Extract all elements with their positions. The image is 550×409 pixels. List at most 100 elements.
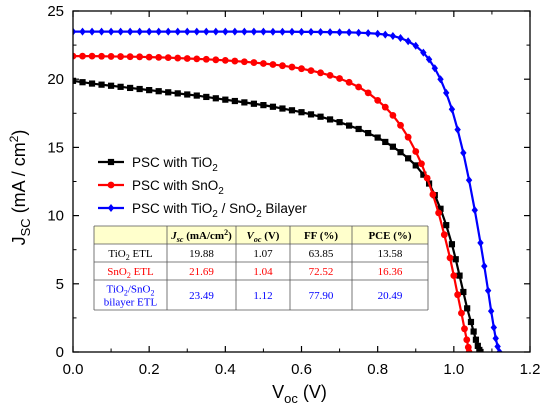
data-point [117,27,124,36]
data-point [397,149,404,156]
data-point [450,272,458,280]
data-point [193,27,200,36]
table-row-label: SnO2 ETL [107,266,154,280]
data-point [425,55,433,64]
data-point [484,286,492,295]
data-point [465,348,473,352]
data-point [420,171,427,178]
data-point [221,56,229,64]
data-point [212,27,220,36]
data-point [136,85,143,93]
table-header-cell: Jsc (mA/cm2) [170,228,232,244]
data-point [73,27,77,36]
table-header-bg [94,226,428,244]
data-point [460,288,467,296]
data-point [307,67,315,75]
data-point [477,348,484,352]
x-axis-label: Voc (V) [272,382,327,406]
legend-item-2: PSC with SnO2 [98,178,224,197]
data-point [88,80,96,87]
y-tick-label: 10 [47,208,64,225]
data-point [260,60,267,67]
data-point [260,102,267,109]
data-point [240,58,248,66]
data-point [389,143,396,150]
data-point [448,105,456,114]
data-point [98,81,105,88]
data-point [212,56,220,64]
data-point [474,342,481,349]
table-cell-value: 1.12 [253,290,272,302]
data-point [184,27,191,36]
x-tick-label: 0.0 [63,361,84,378]
data-point [397,34,404,43]
data-point [454,291,462,299]
data-point [364,89,372,97]
data-point [88,27,96,36]
data-point [326,71,334,79]
data-point [107,27,115,36]
data-point [490,323,498,332]
data-point [437,75,444,84]
data-point [279,105,286,112]
data-point [496,348,503,352]
data-point [279,62,286,70]
data-point [107,204,115,212]
data-point [127,84,134,92]
data-point [448,241,456,248]
data-point [212,95,219,102]
data-point [374,96,382,104]
legend-label: PSC with SnO2 [132,178,224,197]
data-point [389,111,397,119]
data-point [288,107,296,114]
data-point [464,305,471,312]
y-tick-label: 0 [56,344,64,361]
table-cell-value: 72.52 [309,266,334,278]
data-point [184,91,191,98]
data-point [381,103,389,111]
data-point [412,148,420,155]
data-point [79,27,86,36]
data-point [193,92,200,99]
data-point [145,27,153,36]
data-point [202,55,210,63]
data-point [174,54,182,62]
data-point [345,78,353,86]
y-tick-label: 15 [47,139,64,156]
table-cell-value: 20.49 [378,290,403,302]
data-point [107,82,115,89]
data-point [470,328,477,335]
data-point [465,176,473,185]
data-point [126,53,134,61]
table-cell-value: 21.69 [189,266,214,278]
data-point [183,55,191,62]
y-tick-label: 25 [47,3,64,20]
table-row-label: TiO2/SnO2 [107,284,155,298]
data-point [117,53,125,60]
data-point [250,100,257,107]
series-layer [73,27,503,352]
legend: PSC with TiO2 PSC with SnO2 PSC with TiO2 … [98,155,307,220]
data-point [260,27,267,36]
data-point [73,52,77,60]
data-point [98,27,105,36]
data-point [73,77,77,84]
data-point [382,138,389,146]
data-point [382,30,389,39]
table-cell-value: 1.07 [253,248,273,260]
table-header-cell: Voc (V) [247,230,280,244]
data-point [472,336,480,343]
data-point [326,28,334,37]
data-point [420,48,427,57]
data-point [250,59,258,66]
data-point [471,206,478,215]
data-point [456,272,463,279]
data-point [107,158,115,166]
y-tick-label: 5 [56,276,64,293]
data-point [355,83,363,91]
series-line [73,79,482,352]
data-point [404,37,412,46]
data-point [288,63,296,71]
data-point [288,27,296,36]
